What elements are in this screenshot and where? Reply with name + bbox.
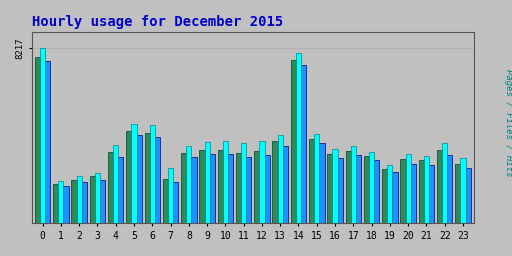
Bar	[95, 173, 100, 223]
Bar	[228, 154, 233, 223]
Bar	[210, 154, 215, 223]
Bar	[265, 155, 270, 223]
Bar	[241, 143, 246, 223]
Bar	[387, 165, 393, 223]
Bar	[442, 143, 447, 223]
Bar	[429, 165, 434, 223]
Bar	[346, 151, 351, 223]
Bar	[113, 144, 118, 223]
Bar	[460, 158, 465, 223]
Bar	[400, 159, 406, 223]
Bar	[437, 150, 442, 223]
Bar	[63, 186, 69, 223]
Bar	[77, 176, 82, 223]
Bar	[364, 156, 369, 223]
Bar	[82, 182, 87, 223]
Bar	[181, 153, 186, 223]
Bar	[411, 164, 416, 223]
Bar	[35, 57, 40, 223]
Bar	[382, 169, 387, 223]
Bar	[465, 168, 471, 223]
Bar	[118, 157, 123, 223]
Bar	[173, 182, 178, 223]
Bar	[40, 48, 45, 223]
Bar	[186, 146, 191, 223]
Bar	[254, 151, 260, 223]
Bar	[327, 154, 332, 223]
Bar	[337, 158, 343, 223]
Bar	[100, 180, 105, 223]
Bar	[283, 146, 288, 223]
Bar	[90, 176, 95, 223]
Bar	[144, 133, 150, 223]
Bar	[132, 124, 137, 223]
Bar	[356, 155, 361, 223]
Bar	[455, 164, 460, 223]
Bar	[419, 161, 424, 223]
Bar	[272, 141, 278, 223]
Bar	[246, 157, 251, 223]
Bar	[191, 157, 197, 223]
Bar	[58, 181, 63, 223]
Bar	[447, 155, 453, 223]
Bar	[53, 184, 58, 223]
Bar	[150, 125, 155, 223]
Bar	[369, 152, 374, 223]
Bar	[393, 172, 398, 223]
Bar	[71, 180, 77, 223]
Bar	[374, 161, 379, 223]
Bar	[45, 61, 50, 223]
Bar	[301, 65, 306, 223]
Bar	[260, 141, 265, 223]
Bar	[108, 152, 113, 223]
Bar	[309, 139, 314, 223]
Bar	[314, 134, 319, 223]
Bar	[406, 154, 411, 223]
Bar	[168, 168, 173, 223]
Bar	[351, 146, 356, 223]
Bar	[296, 53, 301, 223]
Bar	[199, 150, 204, 223]
Text: Pages / Files / Hits: Pages / Files / Hits	[504, 69, 512, 177]
Bar	[155, 137, 160, 223]
Bar	[319, 143, 325, 223]
Text: Hourly usage for December 2015: Hourly usage for December 2015	[32, 15, 283, 29]
Bar	[223, 141, 228, 223]
Bar	[163, 179, 168, 223]
Bar	[137, 135, 142, 223]
Bar	[278, 135, 283, 223]
Bar	[291, 60, 296, 223]
Bar	[126, 131, 132, 223]
Bar	[204, 142, 210, 223]
Bar	[236, 153, 241, 223]
Bar	[218, 150, 223, 223]
Bar	[424, 156, 429, 223]
Bar	[332, 149, 337, 223]
